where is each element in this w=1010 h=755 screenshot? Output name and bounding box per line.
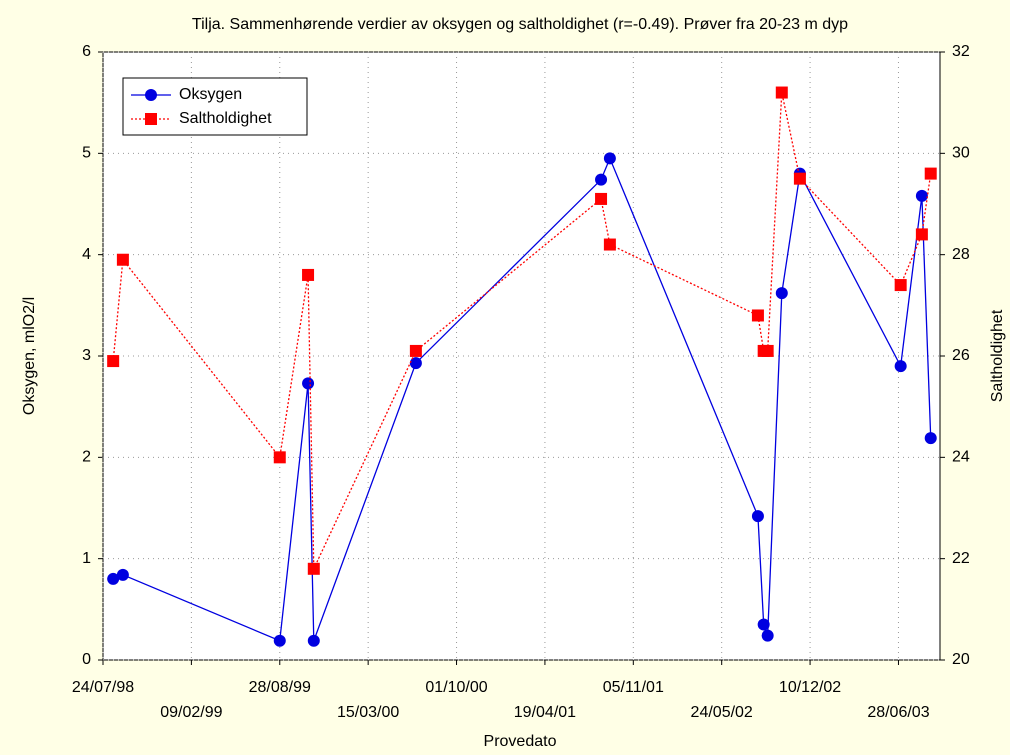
point (751, 510, 764, 523)
point (273, 451, 286, 464)
point (409, 357, 422, 370)
point (603, 152, 616, 165)
point (302, 268, 315, 281)
point (595, 173, 608, 186)
x-tick-label: 09/02/99 (160, 704, 222, 721)
x-tick-label: 15/03/00 (337, 704, 399, 721)
point (751, 309, 764, 322)
point (107, 355, 120, 368)
y-tick-label: 6 (82, 43, 91, 60)
point (894, 360, 907, 373)
legend-marker (145, 113, 157, 125)
point (793, 172, 806, 185)
x-tick-label: 01/10/00 (425, 679, 487, 696)
point (775, 287, 788, 300)
point (775, 86, 788, 99)
point (409, 344, 422, 357)
x-tick-label: 24/07/98 (72, 679, 134, 696)
x-tick-label: 05/11/01 (603, 679, 664, 696)
point (915, 228, 928, 241)
y-tick-label: 5 (82, 145, 91, 162)
x-tick-label: 10/12/02 (779, 679, 841, 696)
y2-tick-label: 30 (952, 145, 970, 162)
point (116, 568, 129, 581)
y2-tick-label: 28 (952, 246, 970, 263)
legend-box (122, 77, 308, 136)
series-line (112, 92, 932, 570)
point (302, 377, 315, 390)
y2-tick-label: 32 (952, 43, 970, 60)
point (307, 562, 320, 575)
point (116, 253, 129, 266)
x-tick-label: 28/06/03 (867, 704, 929, 721)
legend-marker (145, 89, 157, 101)
point (273, 634, 286, 647)
y2-tick-label: 20 (952, 651, 970, 668)
point (761, 629, 774, 642)
legend-label: Saltholdighet (179, 110, 272, 127)
chart-title: Tilja. Sammenhørende verdier av oksygen … (192, 16, 848, 33)
point (757, 618, 770, 631)
y-tick-label: 2 (82, 449, 91, 466)
point (761, 344, 774, 357)
x-tick-label: 28/08/99 (249, 679, 311, 696)
y-tick-label: 0 (82, 651, 91, 668)
x-tick-label: 24/05/02 (691, 704, 753, 721)
point (307, 634, 320, 647)
y2-axis-label: Saltholdighet (989, 309, 1006, 402)
y2-tick-label: 26 (952, 347, 970, 364)
y2-tick-label: 24 (952, 449, 970, 466)
point (595, 192, 608, 205)
y-tick-label: 4 (82, 246, 91, 263)
point (915, 189, 928, 202)
y-tick-label: 1 (82, 550, 91, 567)
y-tick-label: 3 (82, 347, 91, 364)
point (603, 238, 616, 251)
point (924, 432, 937, 445)
series-line (112, 156, 932, 642)
x-axis-label: Provedato (484, 733, 557, 750)
point (924, 167, 937, 180)
legend-label: Oksygen (179, 86, 242, 103)
plot-area (102, 51, 941, 661)
point (107, 572, 120, 585)
point (894, 279, 907, 292)
x-tick-label: 19/04/01 (514, 704, 576, 721)
y2-tick-label: 22 (952, 550, 970, 567)
y-axis-label: Oksygen, mlO2/l (21, 297, 38, 415)
